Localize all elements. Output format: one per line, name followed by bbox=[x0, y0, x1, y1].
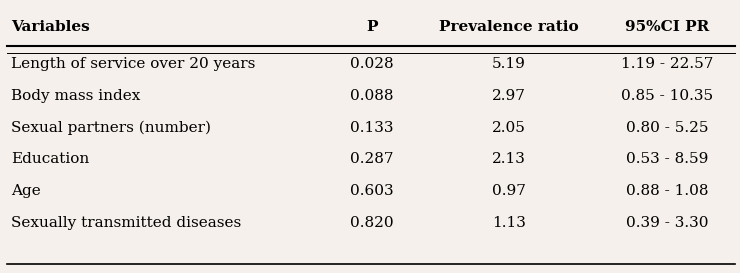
Text: 5.19: 5.19 bbox=[491, 57, 525, 71]
Text: 1.13: 1.13 bbox=[491, 216, 525, 230]
Text: 0.088: 0.088 bbox=[351, 89, 394, 103]
Text: Prevalence ratio: Prevalence ratio bbox=[439, 20, 579, 34]
Text: 0.88 - 1.08: 0.88 - 1.08 bbox=[626, 184, 708, 198]
Text: 2.05: 2.05 bbox=[491, 121, 525, 135]
Text: Education: Education bbox=[11, 152, 90, 167]
Text: 0.603: 0.603 bbox=[351, 184, 394, 198]
Text: 2.13: 2.13 bbox=[491, 152, 525, 167]
Text: 0.85 - 10.35: 0.85 - 10.35 bbox=[621, 89, 713, 103]
Text: Age: Age bbox=[11, 184, 41, 198]
Text: Sexual partners (number): Sexual partners (number) bbox=[11, 121, 211, 135]
Text: 2.97: 2.97 bbox=[491, 89, 525, 103]
Text: 0.97: 0.97 bbox=[491, 184, 525, 198]
Text: Sexually transmitted diseases: Sexually transmitted diseases bbox=[11, 216, 241, 230]
Text: Length of service over 20 years: Length of service over 20 years bbox=[11, 57, 255, 71]
Text: 0.287: 0.287 bbox=[351, 152, 394, 167]
Text: Variables: Variables bbox=[11, 20, 90, 34]
Text: Body mass index: Body mass index bbox=[11, 89, 141, 103]
Text: 0.80 - 5.25: 0.80 - 5.25 bbox=[626, 121, 708, 135]
Text: 0.820: 0.820 bbox=[351, 216, 394, 230]
Text: P: P bbox=[366, 20, 378, 34]
Text: 0.028: 0.028 bbox=[351, 57, 394, 71]
Text: 0.39 - 3.30: 0.39 - 3.30 bbox=[626, 216, 708, 230]
Text: 0.133: 0.133 bbox=[351, 121, 394, 135]
Text: 95%CI PR: 95%CI PR bbox=[625, 20, 709, 34]
Text: 0.53 - 8.59: 0.53 - 8.59 bbox=[626, 152, 708, 167]
Text: 1.19 - 22.57: 1.19 - 22.57 bbox=[621, 57, 713, 71]
